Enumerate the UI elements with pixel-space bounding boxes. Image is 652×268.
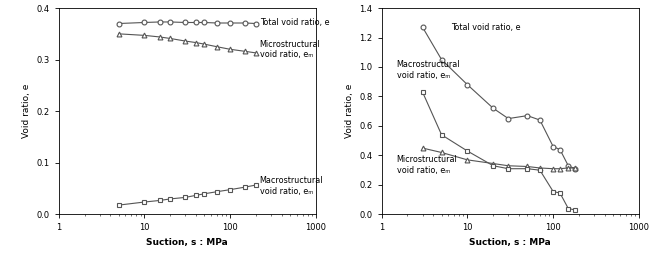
Text: Macrostructural
void ratio, eₘ: Macrostructural void ratio, eₘ	[396, 60, 460, 80]
X-axis label: Suction, s : MPa: Suction, s : MPa	[147, 238, 228, 247]
Y-axis label: Void ratio, e: Void ratio, e	[22, 84, 31, 138]
Text: Total void ratio, e: Total void ratio, e	[451, 23, 521, 32]
X-axis label: Suction, s : MPa: Suction, s : MPa	[469, 238, 551, 247]
Text: Microstructural
void ratio, eₘ: Microstructural void ratio, eₘ	[396, 155, 458, 175]
Y-axis label: Void ratio, e: Void ratio, e	[345, 84, 354, 138]
Text: Total void ratio, e: Total void ratio, e	[259, 18, 329, 27]
Text: Microstructural
void ratio, eₘ: Microstructural void ratio, eₘ	[259, 40, 320, 59]
Text: Macrostructural
void ratio, eₘ: Macrostructural void ratio, eₘ	[259, 176, 323, 196]
